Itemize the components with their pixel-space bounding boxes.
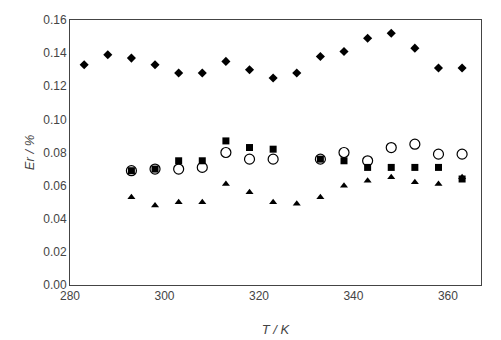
svg-text:0.00: 0.00 bbox=[43, 278, 67, 292]
svg-text:280: 280 bbox=[60, 289, 80, 303]
svg-text:340: 340 bbox=[343, 289, 363, 303]
svg-text:0.16: 0.16 bbox=[43, 13, 67, 27]
svg-text:0.14: 0.14 bbox=[43, 46, 67, 60]
svg-text:Er / %: Er / % bbox=[22, 135, 37, 170]
svg-text:300: 300 bbox=[154, 289, 174, 303]
svg-text:360: 360 bbox=[438, 289, 458, 303]
svg-text:0.04: 0.04 bbox=[43, 212, 67, 226]
svg-text:0.12: 0.12 bbox=[43, 79, 67, 93]
svg-text:0.02: 0.02 bbox=[43, 245, 67, 259]
svg-text:T / K: T / K bbox=[262, 322, 291, 337]
svg-text:0.10: 0.10 bbox=[43, 113, 67, 127]
svg-text:0.08: 0.08 bbox=[43, 146, 67, 160]
svg-text:0.06: 0.06 bbox=[43, 179, 67, 193]
svg-text:320: 320 bbox=[249, 289, 269, 303]
